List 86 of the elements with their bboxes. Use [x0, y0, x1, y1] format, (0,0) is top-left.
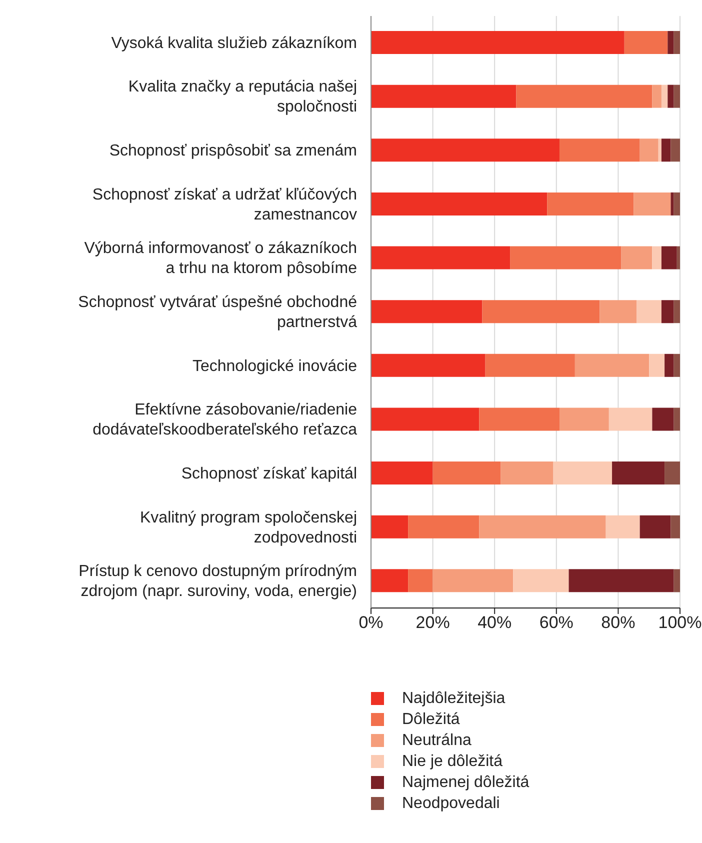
- y-tick-label: Efektívne zásobovanie/riadenie dodávateľskoodberateľského reťazca: [92, 401, 358, 438]
- x-tick-label: 80%: [601, 613, 636, 632]
- x-tick-label: 0%: [358, 613, 384, 632]
- bar: [661, 246, 677, 270]
- bar: [432, 462, 501, 485]
- bar: [652, 246, 662, 270]
- y-tick-label: Schopnosť získať a udržať kľúčových zamestnancov: [92, 186, 357, 223]
- bar: [658, 138, 662, 162]
- bar: [371, 408, 480, 431]
- bar: [661, 138, 671, 162]
- bar: [621, 246, 652, 270]
- legend-label: Nie je dôležitá: [402, 752, 502, 772]
- bar: [559, 408, 609, 431]
- y-tick-label: Schopnosť prispôsobiť sa zmenám: [109, 142, 357, 160]
- bar: [674, 354, 680, 377]
- bar: [606, 515, 640, 538]
- bar: [674, 84, 680, 108]
- bar: [371, 569, 408, 592]
- bar: [668, 31, 674, 54]
- bar: [513, 569, 569, 592]
- bar: [482, 300, 600, 324]
- bar: [510, 246, 622, 270]
- bar: [668, 84, 674, 108]
- legend-label: Dôležitá: [402, 710, 460, 730]
- bar: [652, 84, 662, 108]
- bar: [664, 462, 680, 485]
- bar: [664, 354, 674, 377]
- legend-label: Najdôležitejšia: [402, 689, 506, 709]
- bar: [624, 31, 668, 54]
- bar: [553, 462, 612, 485]
- bar: [568, 569, 674, 592]
- x-tick-label: 40%: [478, 613, 512, 632]
- bar: [600, 300, 637, 324]
- bar: [371, 300, 482, 324]
- bar: [649, 354, 665, 377]
- bar: [371, 246, 510, 270]
- bar: [640, 515, 671, 538]
- y-tick-label: Vysoká kvalita služieb zákazníkom: [111, 34, 357, 52]
- bar: [634, 192, 671, 216]
- bar: [432, 569, 514, 592]
- bar: [371, 354, 486, 377]
- bar: [674, 300, 680, 324]
- legend-label: Neutrálna: [402, 731, 472, 751]
- y-tick-label: Schopnosť získať kapitál: [181, 464, 357, 482]
- y-tick-label: Schopnosť vytvárať úspešné obchodné partnerstvá: [78, 294, 358, 330]
- bar: [408, 569, 433, 592]
- legend-label: Najmenej dôležitá: [402, 773, 530, 793]
- bar: [652, 408, 674, 431]
- bar: [661, 300, 674, 324]
- x-tick-label: 100%: [658, 613, 702, 632]
- bar: [479, 408, 560, 431]
- bar: [559, 138, 640, 162]
- bar: [485, 354, 575, 377]
- bar: [500, 462, 554, 485]
- bar: [661, 84, 668, 108]
- bar: [574, 354, 650, 377]
- bar: [676, 246, 680, 270]
- bar: [371, 462, 433, 485]
- bar: [371, 138, 560, 162]
- bar: [547, 192, 634, 216]
- y-tick-label: Technologické inovácie: [192, 357, 358, 374]
- bar: [371, 31, 624, 54]
- legend-label: Neodpovedali: [402, 794, 500, 814]
- x-tick-label: 60%: [539, 613, 574, 632]
- bar: [674, 31, 680, 54]
- bar: [674, 408, 680, 431]
- y-tick-label: Prístup k cenovo dostupným prírodným zdrojom (napr. suroviny, voda, energie): [78, 562, 357, 600]
- bar: [408, 515, 480, 538]
- bar: [479, 515, 606, 538]
- x-tick-label: 20%: [416, 613, 450, 632]
- bar: [612, 462, 665, 485]
- bar: [670, 192, 674, 216]
- y-tick-label: Kvalitný program spoločenskej zodpovednosti: [140, 508, 357, 546]
- y-tick-label: Výborná informovanosť o zákazníkoch a trhu na ktorom pôsobíme: [84, 240, 358, 277]
- bar: [674, 192, 680, 216]
- bar: [670, 138, 680, 162]
- bar: [674, 569, 680, 592]
- bar: [640, 138, 658, 162]
- bar: [371, 84, 516, 108]
- bar: [371, 192, 548, 216]
- bar: [608, 408, 652, 431]
- bar: [371, 515, 408, 538]
- bar: [516, 84, 652, 108]
- bar: [636, 300, 662, 324]
- y-tick-label: Kvalita značky a reputácia našej spoločnosti: [128, 78, 357, 116]
- bar: [670, 515, 680, 538]
